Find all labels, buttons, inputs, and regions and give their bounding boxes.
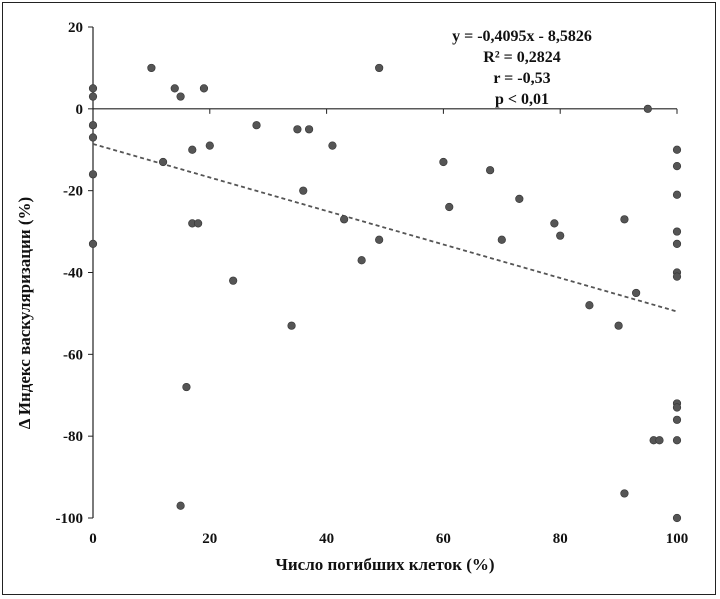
x-tick-label: 80 bbox=[553, 531, 568, 547]
data-point bbox=[497, 235, 506, 244]
x-axis-title: Число погибших клеток (%) bbox=[275, 555, 494, 574]
y-tick-label: -40 bbox=[63, 266, 83, 282]
data-point bbox=[550, 219, 559, 228]
data-point bbox=[556, 231, 565, 240]
data-point bbox=[182, 382, 191, 392]
data-point bbox=[672, 415, 682, 424]
regression-annotation: y = -0,4095x - 8,5826 bbox=[452, 28, 592, 45]
data-point bbox=[655, 436, 664, 445]
data-point bbox=[614, 321, 623, 330]
annotations: y = -0,4095x - 8,5826 R² = 0,2824 r = -0,5… bbox=[452, 28, 592, 108]
axes bbox=[88, 26, 678, 519]
data-point bbox=[672, 227, 682, 236]
data-point bbox=[199, 84, 209, 93]
data-point bbox=[643, 104, 652, 113]
data-point bbox=[672, 272, 682, 281]
data-point bbox=[88, 121, 98, 130]
y-tick-label: -80 bbox=[63, 429, 83, 445]
y-tick-label: -60 bbox=[63, 347, 83, 363]
regression-annotation: p < 0,01 bbox=[495, 91, 549, 108]
x-tick-labels: 0 20 40 60 80 100 bbox=[89, 531, 688, 547]
data-points bbox=[88, 63, 682, 523]
data-point bbox=[672, 513, 682, 523]
data-point bbox=[445, 202, 454, 212]
data-point bbox=[158, 157, 168, 167]
data-point bbox=[293, 125, 302, 134]
data-point bbox=[672, 239, 682, 248]
data-point bbox=[620, 215, 629, 224]
y-axis-title: Δ Индекс васкуляризации (%) bbox=[15, 197, 34, 429]
data-point bbox=[357, 256, 366, 265]
data-point bbox=[340, 215, 349, 224]
data-point bbox=[176, 92, 185, 101]
regression-annotation: R² = 0,2824 bbox=[483, 49, 560, 66]
data-point bbox=[188, 145, 197, 154]
data-point bbox=[252, 121, 261, 130]
data-point bbox=[299, 186, 308, 195]
x-tick-label: 20 bbox=[202, 531, 217, 547]
data-point bbox=[375, 235, 384, 244]
x-tick-label: 0 bbox=[89, 531, 97, 547]
y-tick-labels: 20 0 -20 -40 -60 -80 -100 bbox=[56, 20, 84, 527]
data-point bbox=[515, 194, 524, 203]
x-tick-label: 60 bbox=[436, 531, 451, 547]
data-point bbox=[88, 92, 98, 101]
trendline bbox=[92, 143, 678, 313]
data-point bbox=[88, 239, 98, 248]
data-point bbox=[672, 403, 682, 412]
data-point bbox=[632, 288, 641, 298]
data-point bbox=[672, 162, 682, 171]
data-point bbox=[375, 63, 384, 73]
x-tick-label: 40 bbox=[319, 531, 334, 547]
data-point bbox=[672, 190, 682, 199]
data-point bbox=[672, 436, 682, 445]
data-point bbox=[585, 301, 594, 310]
trendline-group bbox=[92, 143, 678, 313]
y-tick-label: -20 bbox=[63, 184, 83, 200]
data-point bbox=[88, 170, 98, 179]
y-tick-label: 0 bbox=[76, 102, 84, 118]
data-point bbox=[88, 133, 98, 142]
data-point bbox=[620, 489, 629, 498]
data-point bbox=[328, 141, 337, 150]
data-point bbox=[229, 276, 238, 285]
data-point bbox=[88, 84, 98, 93]
y-tick-label: 20 bbox=[68, 20, 83, 36]
data-point bbox=[147, 63, 156, 73]
y-tick-label: -100 bbox=[56, 511, 84, 527]
data-point bbox=[170, 84, 179, 93]
data-point bbox=[176, 501, 185, 510]
data-point bbox=[439, 157, 448, 167]
data-point bbox=[194, 219, 203, 228]
data-point bbox=[205, 141, 214, 150]
data-point bbox=[672, 145, 682, 154]
data-point bbox=[287, 321, 296, 330]
x-tick-label: 100 bbox=[666, 531, 689, 547]
data-point bbox=[304, 125, 314, 134]
data-point bbox=[486, 166, 495, 175]
regression-annotation: r = -0,53 bbox=[493, 70, 550, 87]
